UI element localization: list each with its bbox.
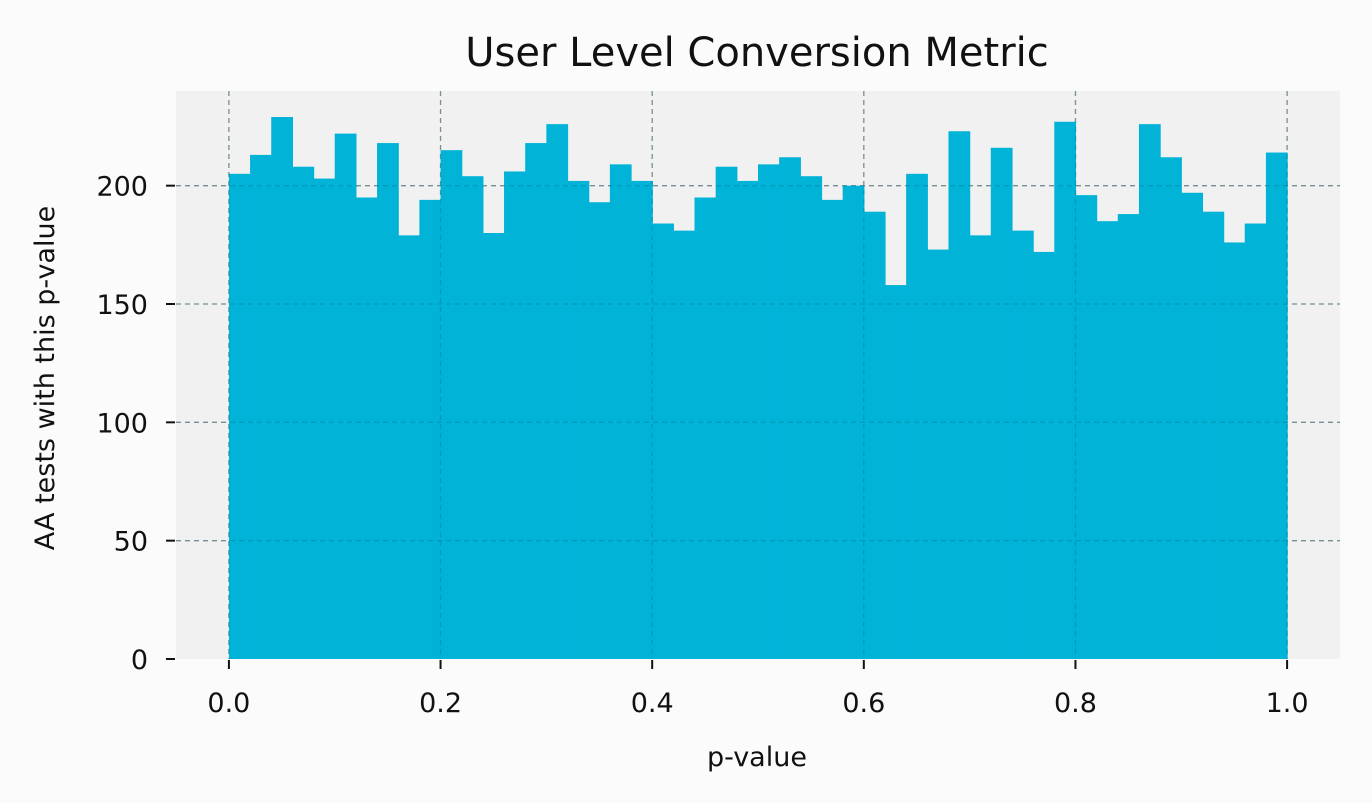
histogram-bar <box>800 176 823 659</box>
x-tick-label: 0.0 <box>207 688 250 719</box>
histogram-bar <box>250 154 272 659</box>
histogram-bar <box>694 197 717 659</box>
histogram-bar <box>969 235 992 659</box>
histogram-bar <box>525 143 547 660</box>
histogram-bar <box>292 166 315 659</box>
histogram-bar <box>398 235 420 659</box>
y-tick-label: 0 <box>131 645 148 676</box>
histogram-bar <box>355 197 378 659</box>
histogram-bar <box>1244 223 1267 660</box>
histogram-bar <box>1011 230 1034 659</box>
chart-title: User Level Conversion Metric <box>465 30 1049 76</box>
axis-ticks: 0.0 0.2 0.4 0.6 0.8 1.0 0 50 100 150 200 <box>96 172 1308 719</box>
histogram-bar <box>948 131 971 659</box>
histogram-bar <box>779 157 801 659</box>
histogram-bar <box>1117 214 1140 660</box>
histogram-bars <box>228 117 1288 660</box>
histogram-bar <box>588 202 611 659</box>
histogram-bar <box>842 185 865 659</box>
histogram-bar <box>821 199 844 659</box>
histogram-bar <box>736 180 759 659</box>
x-tick-label: 0.4 <box>631 688 674 719</box>
y-tick-label: 150 <box>96 290 148 321</box>
histogram-bar <box>906 173 928 660</box>
histogram-bar <box>461 176 484 659</box>
histogram-bar <box>863 211 886 659</box>
histogram-bar <box>1138 124 1161 660</box>
histogram-bar <box>758 164 780 659</box>
y-tick-label: 200 <box>96 172 148 203</box>
histogram-bar <box>377 143 399 660</box>
histogram-bar <box>567 180 590 659</box>
histogram-bar <box>504 171 526 659</box>
histogram-bar <box>1202 211 1225 659</box>
x-tick-label: 0.8 <box>1054 688 1097 719</box>
histogram-bar <box>609 164 632 659</box>
histogram-bar <box>440 150 463 659</box>
histogram-bar <box>419 199 442 659</box>
histogram-bar <box>313 178 336 660</box>
histogram-bar <box>271 117 293 660</box>
histogram-bar <box>482 233 505 659</box>
y-tick-label: 50 <box>114 527 148 558</box>
histogram-bar <box>1181 192 1204 659</box>
histogram-bar <box>1096 221 1119 659</box>
x-tick-label: 0.2 <box>419 688 462 719</box>
histogram-bar <box>631 180 653 659</box>
histogram-bar <box>1223 242 1246 659</box>
histogram-bar <box>673 230 696 659</box>
gridlines-over-bars <box>176 91 1340 659</box>
x-tick-label: 1.0 <box>1266 688 1309 719</box>
histogram-bar <box>1033 251 1055 659</box>
histogram-bar <box>884 285 907 659</box>
histogram-bar <box>1160 157 1182 659</box>
histogram-bar <box>1265 152 1288 660</box>
histogram-bar <box>1075 195 1098 659</box>
histogram-bar <box>990 147 1013 660</box>
y-tick-label: 100 <box>96 408 148 439</box>
histogram-bar <box>927 249 950 660</box>
histogram-bar <box>715 166 738 659</box>
histogram-bar <box>1054 121 1077 660</box>
x-tick-label: 0.6 <box>842 688 885 719</box>
histogram-bar <box>228 173 251 660</box>
histogram-bar <box>546 124 569 660</box>
histogram-bar <box>334 133 357 660</box>
y-axis-label: AA tests with this p-value <box>30 206 61 550</box>
histogram-bar <box>652 223 674 660</box>
x-axis-label: p-value <box>707 742 807 773</box>
